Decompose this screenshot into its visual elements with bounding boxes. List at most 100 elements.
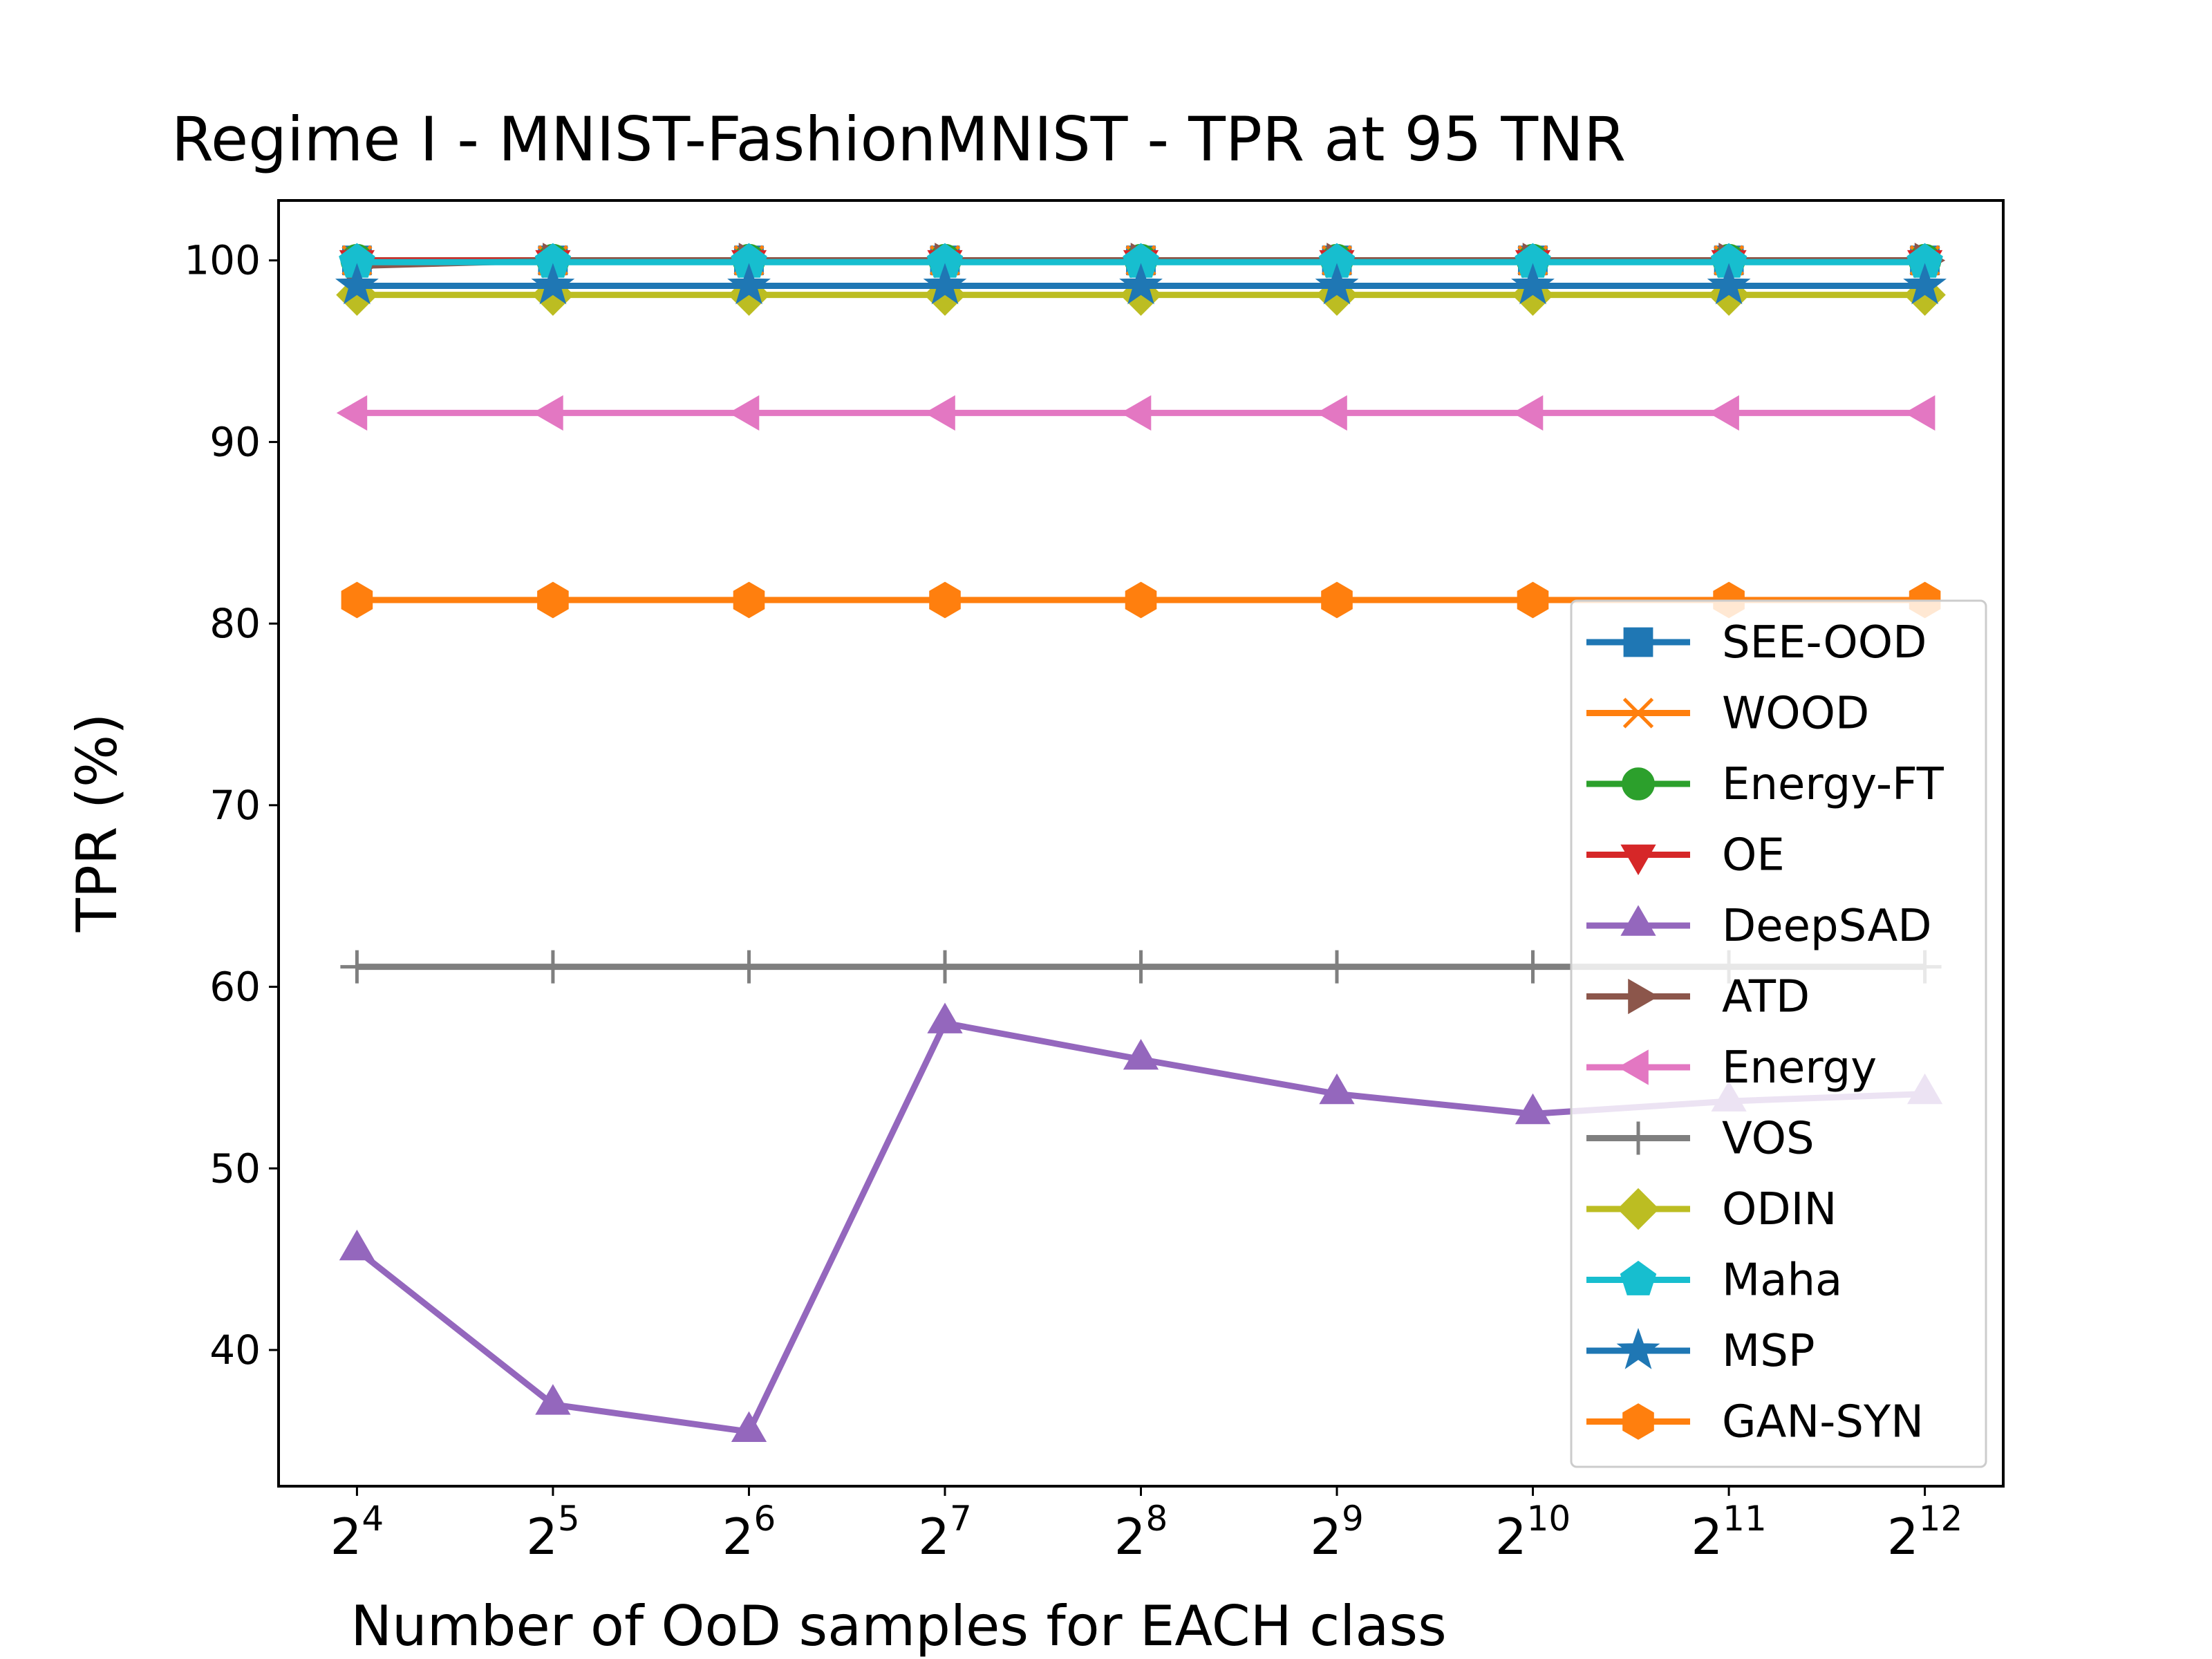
legend-marker xyxy=(1620,844,1656,876)
data-point xyxy=(339,1229,375,1261)
x-tick-label: 210 xyxy=(1495,1499,1571,1566)
data-point xyxy=(1321,581,1353,619)
data-point xyxy=(727,263,771,305)
data-point xyxy=(1125,581,1157,619)
data-point xyxy=(1515,1093,1551,1125)
data-point xyxy=(532,395,563,431)
legend-entry: VOS xyxy=(1586,1114,1815,1165)
legend-marker xyxy=(1628,978,1659,1015)
data-point xyxy=(1707,263,1751,305)
legend-entry: OE xyxy=(1586,830,1785,881)
legend-marker xyxy=(1622,1403,1654,1440)
data-point xyxy=(531,263,575,305)
y-tick-label: 40 xyxy=(209,1327,261,1374)
data-point xyxy=(1512,395,1544,431)
legend-entry: ODIN xyxy=(1586,1184,1837,1235)
data-point xyxy=(732,950,766,984)
y-tick-label: 70 xyxy=(209,782,261,829)
data-point xyxy=(927,1002,963,1033)
x-tick-label: 24 xyxy=(330,1499,384,1566)
data-point xyxy=(535,1384,571,1415)
x-tick-label: 25 xyxy=(526,1499,580,1566)
data-point xyxy=(733,581,765,619)
data-point xyxy=(1516,950,1550,984)
legend-entry: ATD xyxy=(1586,972,1810,1023)
legend-entry: GAN-SYN xyxy=(1586,1397,1924,1448)
legend-marker xyxy=(1622,1121,1655,1155)
legend-label: DeepSAD xyxy=(1722,901,1932,952)
legend-marker xyxy=(1623,627,1653,657)
data-point xyxy=(335,263,379,305)
data-point xyxy=(341,581,373,619)
legend-label: VOS xyxy=(1722,1114,1815,1165)
y-tick-label: 80 xyxy=(209,600,261,647)
legend-entry: Energy xyxy=(1586,1042,1877,1094)
legend-label: ODIN xyxy=(1722,1184,1837,1235)
legend-entry: SEE-OOD xyxy=(1586,617,1927,668)
plot-frame xyxy=(277,199,2005,1488)
legend-entry: Maha xyxy=(1586,1255,1842,1306)
data-point xyxy=(336,395,368,431)
data-point xyxy=(1903,263,1947,305)
data-point xyxy=(1119,263,1163,305)
y-tick-label: 100 xyxy=(184,237,261,284)
legend-entry: Energy-FT xyxy=(1586,759,1944,810)
x-axis-label: Number of OoD samples for EACH class xyxy=(350,1594,1447,1658)
data-point xyxy=(728,395,760,431)
legend-label: Energy-FT xyxy=(1722,759,1944,810)
data-point xyxy=(1320,950,1353,984)
y-axis-label: TPR (%) xyxy=(65,713,129,933)
series-maha xyxy=(339,243,1943,278)
legend-marker xyxy=(1618,1049,1649,1085)
x-tick-label: 27 xyxy=(918,1499,972,1566)
data-point xyxy=(1708,395,1739,431)
legend-marker xyxy=(1622,697,1654,729)
legend-label: WOOD xyxy=(1722,688,1869,740)
data-point xyxy=(1904,395,1936,431)
plot-series xyxy=(335,243,1947,1442)
data-point xyxy=(1315,263,1359,305)
legend-box xyxy=(1570,599,1987,1468)
legend-label: MSP xyxy=(1722,1326,1815,1377)
data-point xyxy=(340,950,374,984)
series-energy xyxy=(336,395,1936,431)
data-point xyxy=(1123,1038,1159,1070)
x-tick-label: 28 xyxy=(1114,1499,1168,1566)
data-point xyxy=(536,950,570,984)
series-msp xyxy=(335,263,1947,305)
legend-marker xyxy=(1620,1260,1657,1295)
data-point xyxy=(1316,395,1347,431)
legend-marker xyxy=(1617,1188,1660,1230)
x-tick-label: 26 xyxy=(722,1499,776,1566)
x-tick-label: 212 xyxy=(1887,1499,1962,1566)
chart-title: Regime I - MNIST-FashionMNIST - TPR at 9… xyxy=(171,104,1626,175)
legend-label: OE xyxy=(1722,830,1785,881)
data-point xyxy=(929,581,961,619)
legend: SEE-OOD WOOD Energy-FT OE DeepSAD ATD Energy VO… xyxy=(1570,599,1987,1468)
legend-entry: DeepSAD xyxy=(1586,901,1932,952)
legend-marker xyxy=(1620,905,1656,936)
legend-label: Maha xyxy=(1722,1255,1842,1306)
y-tick-label: 90 xyxy=(209,418,261,465)
legend-entry: MSP xyxy=(1586,1326,1815,1377)
data-point xyxy=(1319,1073,1355,1105)
data-point xyxy=(1511,263,1555,305)
y-axis-ticks: 40 50 60 70 80 90 100 xyxy=(184,237,279,1374)
legend-marker xyxy=(1616,1327,1660,1369)
data-point xyxy=(928,950,962,984)
x-tick-label: 211 xyxy=(1691,1499,1766,1566)
data-point xyxy=(1120,395,1152,431)
data-point xyxy=(731,1411,767,1442)
legend-label: GAN-SYN xyxy=(1722,1397,1924,1448)
legend-label: ATD xyxy=(1722,972,1810,1023)
data-point xyxy=(537,581,569,619)
legend-entry: WOOD xyxy=(1586,688,1869,740)
data-point xyxy=(924,395,955,431)
legend-label: SEE-OOD xyxy=(1722,617,1927,668)
data-point xyxy=(1517,581,1549,619)
legend-marker xyxy=(1622,767,1655,800)
data-point xyxy=(1124,950,1158,984)
y-tick-label: 50 xyxy=(209,1145,261,1192)
y-tick-label: 60 xyxy=(209,964,261,1011)
